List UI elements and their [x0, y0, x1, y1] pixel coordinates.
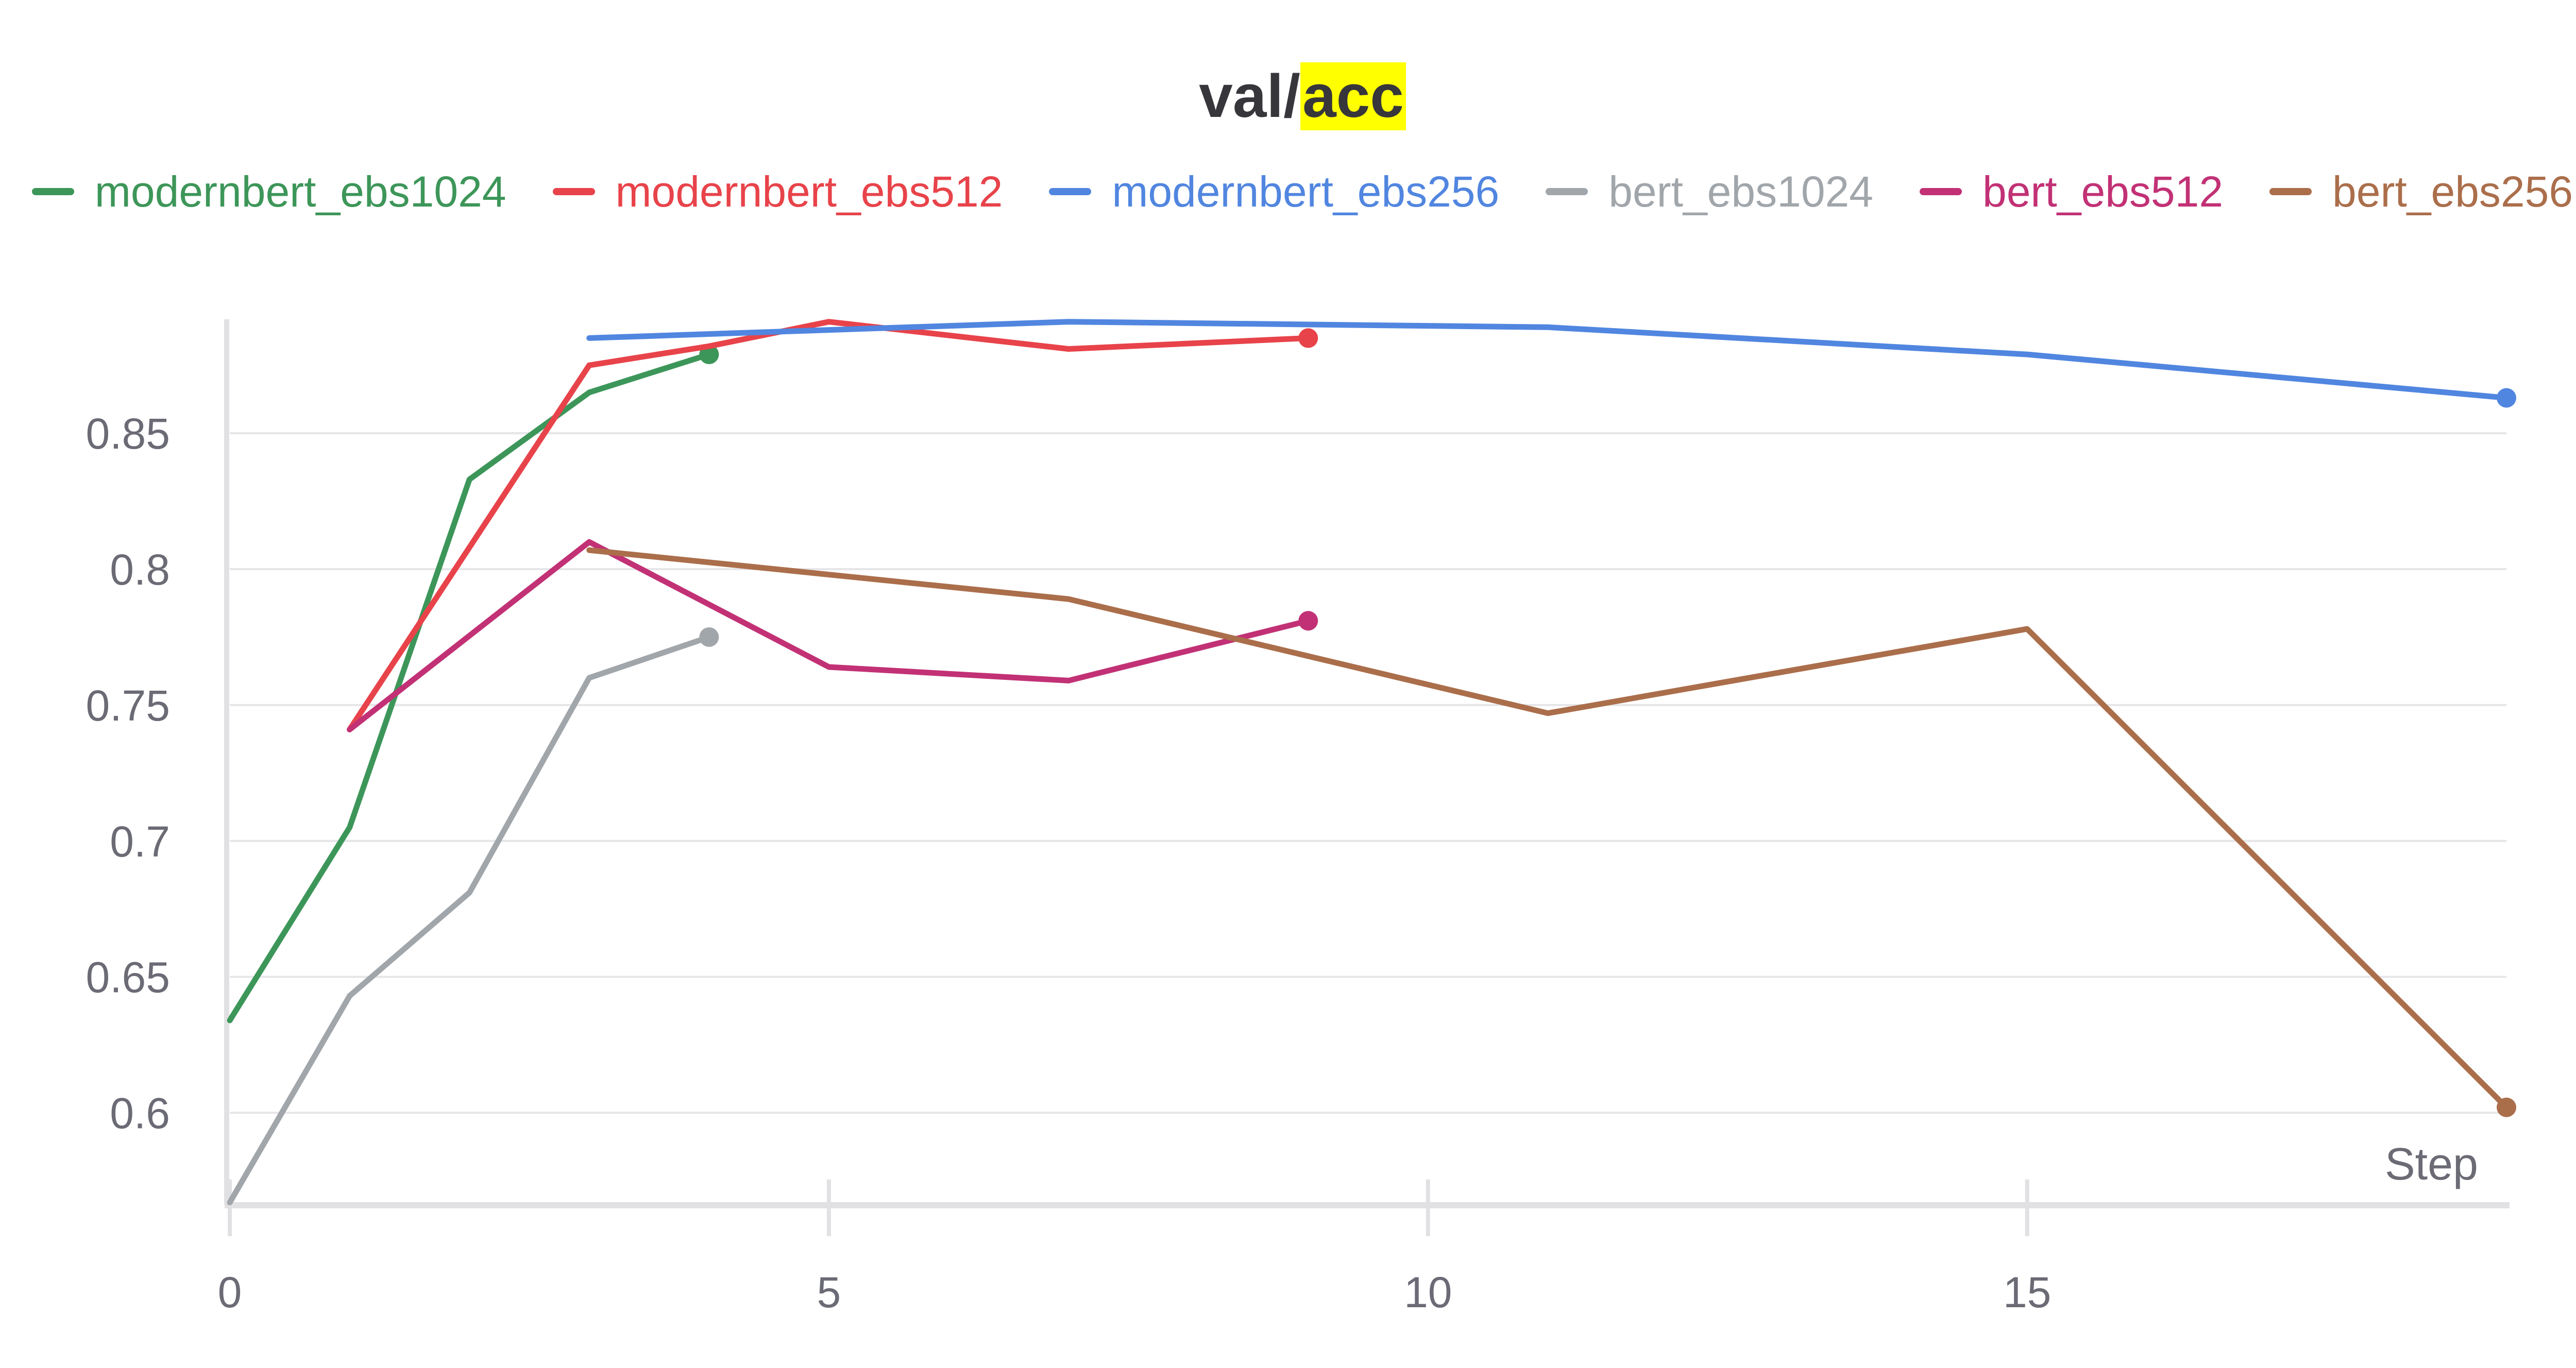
y-tick-label: 0.8 — [110, 545, 170, 594]
series-line-bert-ebs1024 — [227, 634, 712, 1206]
legend-label: modernbert_ebs1024 — [94, 167, 506, 216]
legend-label: bert_ebs1024 — [1608, 167, 1873, 216]
y-tick-label: 0.75 — [86, 681, 171, 730]
legend-item-bert-ebs1024[interactable]: bert_ebs1024 — [1546, 170, 1873, 213]
series-end-marker-modernbert-ebs512 — [1298, 328, 1318, 348]
x-axis-title: Step — [2385, 1138, 2478, 1189]
legend-item-modernbert-ebs256[interactable]: modernbert_ebs256 — [1049, 170, 1499, 213]
series-end-marker-bert-ebs1024 — [699, 627, 719, 647]
y-tick-label: 0.85 — [86, 409, 171, 458]
series-end-marker-bert-ebs512 — [1298, 611, 1318, 631]
legend-swatch — [1919, 188, 1962, 195]
chart-legend: modernbert_ebs1024 modernbert_ebs512 moder… — [0, 170, 2576, 213]
x-tick-label: 0 — [218, 1268, 242, 1316]
chart-title-highlight: acc — [1300, 62, 1406, 130]
x-tick-label: 5 — [817, 1268, 841, 1316]
series-line-bert-ebs512 — [347, 539, 1311, 732]
legend-label: bert_ebs256 — [2332, 167, 2573, 216]
series-line-bert-ebs256 — [586, 547, 2510, 1110]
legend-label: modernbert_ebs256 — [1112, 167, 1500, 216]
series-line-modernbert-ebs1024 — [227, 351, 712, 1023]
series-end-marker-modernbert-ebs256 — [2497, 388, 2516, 408]
chart-title-prefix: val/ — [1199, 62, 1300, 130]
legend-swatch — [552, 188, 595, 195]
legend-label: modernbert_ebs512 — [615, 167, 1003, 216]
legend-label: bert_ebs512 — [1982, 167, 2224, 216]
legend-swatch — [1049, 188, 1092, 195]
legend-item-modernbert-ebs1024[interactable]: modernbert_ebs1024 — [31, 167, 506, 216]
series-end-marker-bert-ebs256 — [2497, 1098, 2516, 1117]
legend-item-modernbert-ebs512[interactable]: modernbert_ebs512 — [552, 167, 1003, 216]
x-tick-label: 10 — [1404, 1268, 1452, 1316]
y-tick-label: 0.65 — [86, 953, 171, 1002]
legend-swatch — [2269, 188, 2312, 195]
legend-item-bert-ebs256[interactable]: bert_ebs256 — [2269, 170, 2573, 213]
series-line-modernbert-ebs256 — [586, 319, 2510, 401]
y-tick-label: 0.6 — [110, 1089, 170, 1138]
y-tick-label: 0.7 — [110, 817, 170, 866]
chart-title: val/acc — [0, 62, 2576, 130]
legend-swatch — [1546, 188, 1588, 195]
x-tick-label: 15 — [2003, 1268, 2051, 1316]
legend-item-bert-ebs512[interactable]: bert_ebs512 — [1919, 167, 2224, 216]
legend-swatch — [31, 188, 74, 195]
